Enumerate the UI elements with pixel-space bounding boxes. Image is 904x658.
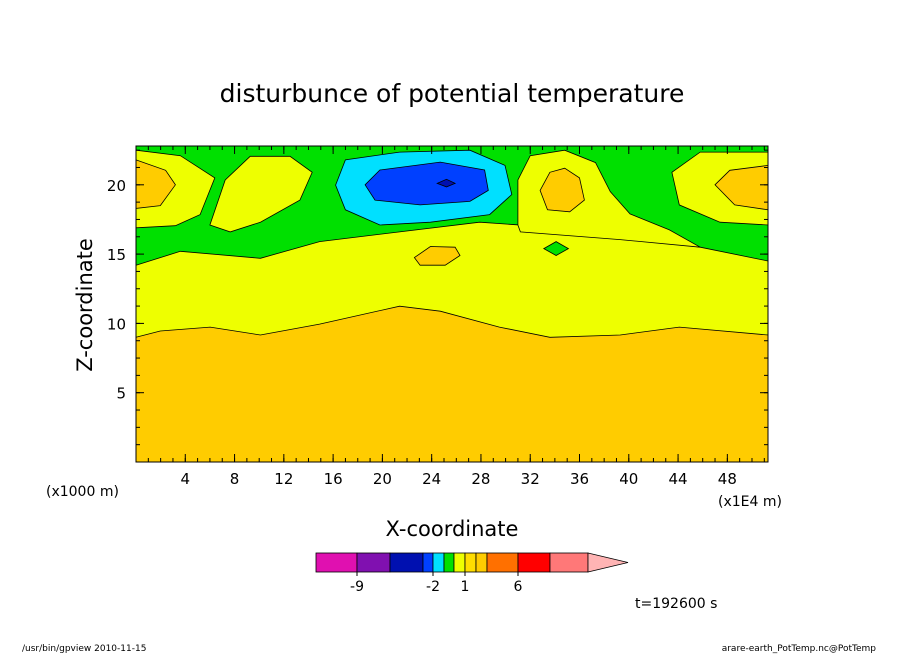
- y-tick-label: 10: [107, 315, 126, 333]
- x-tick-label: 44: [669, 470, 688, 488]
- y-unit-label: (x1000 m): [46, 484, 119, 500]
- contour-region: [436, 178, 457, 188]
- colorbar-box: [475, 552, 488, 573]
- colorbar-box: [389, 552, 424, 573]
- colorbar-tick-label: 6: [514, 579, 523, 595]
- colorbar-box: [453, 552, 466, 573]
- contour-region: [364, 161, 489, 206]
- contour-region: [413, 246, 461, 266]
- x-tick-label: 20: [373, 470, 392, 488]
- x-tick-label: 12: [274, 470, 293, 488]
- y-axis-label: Z-coordinate: [73, 238, 97, 372]
- x-tick-label: 4: [181, 470, 191, 488]
- y-tick-label: 15: [107, 246, 126, 264]
- colorbar-box: [443, 552, 455, 573]
- colorbar-box: [356, 552, 391, 573]
- colorbar-tick-label: -2: [426, 579, 440, 595]
- colorbar-box: [464, 552, 477, 573]
- x-tick-label: 8: [230, 470, 240, 488]
- x-tick-label: 32: [521, 470, 540, 488]
- chart-title: disturbunce of potential temperature: [220, 79, 685, 108]
- colorbar-box: [486, 552, 519, 573]
- colorbar-tick-label: 1: [461, 579, 470, 595]
- colorbar-box: [432, 552, 445, 573]
- y-tick-label: 5: [116, 385, 126, 403]
- x-tick-label: 24: [422, 470, 441, 488]
- colorbar-box: [549, 552, 589, 573]
- colorbar-box: [517, 552, 551, 573]
- x-tick-label: 36: [570, 470, 589, 488]
- footer-left: /usr/bin/gpview 2010-11-15: [22, 644, 146, 654]
- x-axis-label: X-coordinate: [386, 517, 519, 541]
- contour-region: [209, 155, 313, 233]
- time-label: t=192600 s: [635, 596, 717, 612]
- colorbar-extend: [587, 552, 629, 573]
- x-tick-label: 48: [718, 470, 737, 488]
- y-tick-label: 20: [107, 177, 126, 195]
- contour-region: [539, 167, 585, 213]
- x-tick-label: 28: [471, 470, 490, 488]
- footer-right: arare-earth_PotTemp.nc@PotTemp: [722, 644, 877, 654]
- colorbar-box: [422, 552, 434, 573]
- x-tick-label: 40: [619, 470, 638, 488]
- plot-frame: [135, 145, 769, 463]
- x-tick-label: 16: [324, 470, 343, 488]
- colorbar-tick-label: -9: [350, 579, 364, 595]
- x-unit-label: (x1E4 m): [718, 494, 782, 510]
- colorbar-box: [315, 552, 358, 573]
- contour-region: [542, 241, 570, 256]
